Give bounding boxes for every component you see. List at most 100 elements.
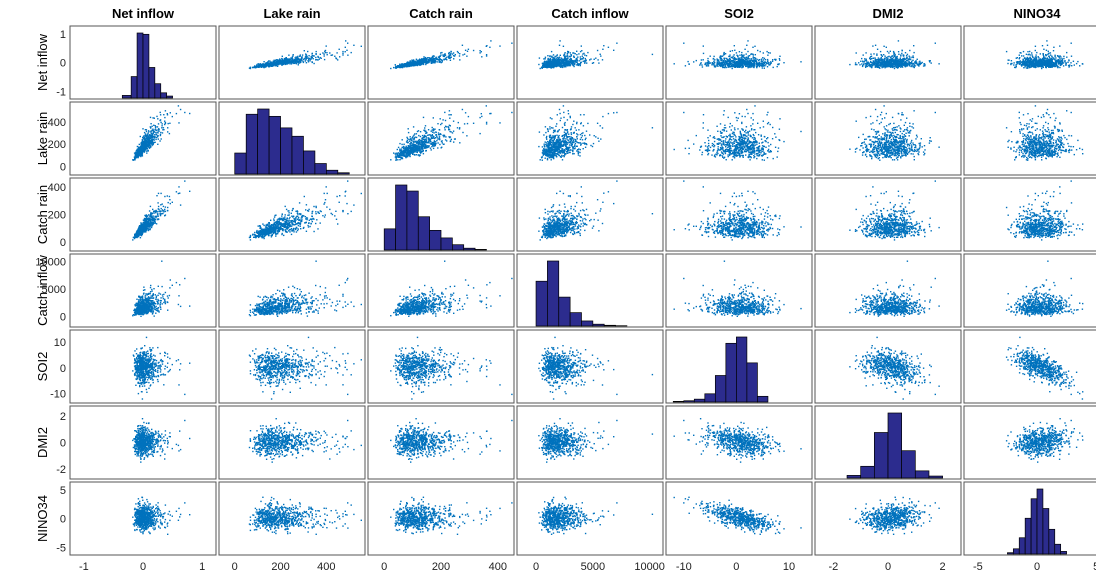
scatter-point (555, 63, 556, 64)
scatter-point (416, 64, 417, 65)
scatter-point (145, 144, 146, 145)
scatter-point (140, 152, 141, 153)
scatter-point (1023, 61, 1024, 62)
scatter-point (1022, 59, 1023, 60)
scatter-point (144, 151, 145, 152)
scatter-point (1054, 64, 1055, 65)
scatter-point (757, 50, 758, 51)
scatter-point (1042, 53, 1043, 54)
scatter-point (728, 65, 729, 66)
scatter-point (288, 62, 289, 63)
scatter-point (1028, 61, 1029, 62)
scatter-point (1026, 54, 1027, 55)
scatter-point (159, 120, 160, 121)
scatter-point (720, 57, 721, 58)
scatter-point (902, 58, 903, 59)
scatter-point (929, 60, 930, 61)
scatter-point (706, 65, 707, 66)
scatter-point (552, 66, 553, 67)
scatter-point (552, 57, 553, 58)
scatter-point (1048, 61, 1049, 62)
histogram-bar (315, 164, 326, 174)
scatter-point (738, 66, 739, 67)
scatter-point (332, 54, 333, 55)
scatter-point (172, 116, 173, 117)
scatter-point (273, 64, 274, 65)
scatter-point (905, 52, 906, 53)
scatter-point (900, 66, 901, 67)
scatter-point (765, 64, 766, 65)
scatter-point (256, 64, 257, 65)
scatter-point (863, 63, 864, 64)
scatter-point (142, 146, 143, 147)
scatter-point (602, 49, 603, 50)
scatter-point (563, 46, 564, 47)
scatter-point (580, 51, 581, 52)
scatter-point (590, 58, 591, 59)
scatter-point (739, 58, 740, 59)
scatter-point (1021, 55, 1022, 56)
scatter-point (746, 45, 747, 46)
scatter-point (741, 54, 742, 55)
scatter-point (865, 52, 866, 53)
scatter-point (145, 142, 146, 143)
scatter-point (143, 138, 144, 139)
scatter-point (551, 63, 552, 64)
scatter-point (586, 55, 587, 56)
scatter-point (143, 144, 144, 145)
scatter-point (417, 64, 418, 65)
scatter-point (581, 45, 582, 46)
scatter-point (728, 56, 729, 57)
scatter-point (753, 56, 754, 57)
scatter-point (875, 65, 876, 66)
scatter-point (453, 58, 454, 59)
scatter-point (903, 65, 904, 66)
scatter-point (1045, 64, 1046, 65)
scatter-point (732, 64, 733, 65)
scatter-point (597, 59, 598, 60)
scatter-point (144, 132, 145, 133)
scatter-point (1069, 64, 1070, 65)
scatter-point (701, 59, 702, 60)
scatter-point (924, 65, 925, 66)
scatter-point (1059, 57, 1060, 58)
scatter-point (763, 52, 764, 53)
scatter-point (884, 59, 885, 60)
scatter-point (901, 53, 902, 54)
scatter-point (884, 67, 885, 68)
scatter-point (563, 55, 564, 56)
scatter-point (155, 132, 156, 133)
scatter-point (754, 64, 755, 65)
scatter-point (547, 65, 548, 66)
scatter-point (909, 57, 910, 58)
scatter-point (423, 58, 424, 59)
scatter-point (440, 118, 441, 119)
scatter-point (772, 61, 773, 62)
scatter-point (864, 61, 865, 62)
histogram-bar (131, 77, 137, 98)
scatter-point (889, 62, 890, 63)
scatter-point (589, 59, 590, 60)
scatter-point (583, 53, 584, 54)
scatter-point (294, 63, 295, 64)
scatter-point (1063, 58, 1064, 59)
scatter-point (285, 64, 286, 65)
scatter-point (746, 66, 747, 67)
scatter-point (146, 137, 147, 138)
scatter-point (888, 52, 889, 53)
scatter-point (326, 52, 327, 53)
scatter-point (761, 59, 762, 60)
row-label-soi2: SOI2 (35, 352, 50, 382)
scatter-point (449, 58, 450, 59)
scatter-point (773, 67, 774, 68)
scatter-point (440, 54, 441, 55)
scatter-point (884, 63, 885, 64)
scatter-point (1066, 57, 1067, 58)
scatter-point (713, 58, 714, 59)
scatter-point (1020, 63, 1021, 64)
scatter-point (913, 52, 914, 53)
scatter-point (1027, 61, 1028, 62)
scatter-point (911, 57, 912, 58)
scatter-point (142, 151, 143, 152)
scatter-point (390, 68, 391, 69)
